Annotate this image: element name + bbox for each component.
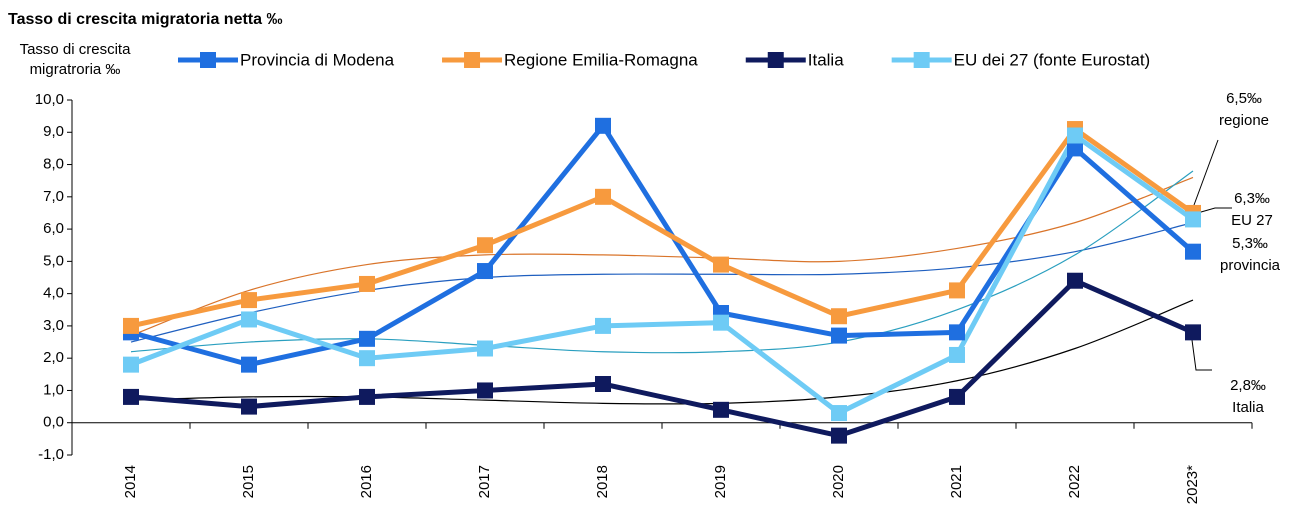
leader-line (1193, 139, 1219, 206)
y-tick-label: 5,0 (43, 252, 64, 269)
marker (123, 388, 139, 405)
marker (713, 314, 729, 331)
marker (595, 117, 611, 134)
legend-marker (464, 52, 481, 68)
legend-marker (913, 52, 930, 68)
marker (477, 382, 493, 399)
annotation: regione (1219, 112, 1269, 129)
x-tick-label: 2016 (358, 465, 375, 498)
legend-label: EU dei 27 (fonte Eurostat) (954, 50, 1151, 69)
y-axis-label: migratroria ‰ (30, 61, 121, 78)
leader-line (1191, 339, 1212, 371)
marker (949, 388, 965, 405)
trend-line (130, 299, 1194, 405)
y-tick-label: 4,0 (43, 285, 64, 302)
annotation: 6,3‰ (1234, 190, 1270, 207)
legend-label: Italia (808, 50, 844, 69)
marker (713, 256, 729, 273)
marker (831, 427, 847, 444)
marker (477, 237, 493, 254)
y-tick-label: 0,0 (43, 414, 64, 431)
x-tick-label: 2018 (594, 465, 611, 498)
marker (831, 405, 847, 422)
annotation: 2,8‰ (1230, 377, 1266, 394)
y-axis-label: Tasso di crescita (20, 41, 132, 58)
trend-line (130, 176, 1194, 337)
legend-marker (767, 52, 784, 68)
x-tick-label: 2021 (948, 465, 965, 498)
marker (1185, 324, 1201, 341)
x-tick-label: 2023* (1184, 465, 1201, 504)
series-line (130, 123, 1195, 368)
x-tick-label: 2020 (830, 465, 847, 498)
marker (1185, 211, 1201, 228)
series-line (130, 126, 1195, 329)
marker (477, 340, 493, 357)
x-tick-label: 2022 (1066, 465, 1083, 498)
marker (1067, 127, 1083, 144)
y-tick-label: -1,0 (38, 446, 64, 463)
trend-line (130, 222, 1194, 343)
marker (359, 275, 375, 292)
legend-label: Regione Emilia-Romagna (504, 50, 698, 69)
annotation: 6,5‰ (1226, 90, 1262, 107)
marker (713, 401, 729, 418)
marker (359, 350, 375, 367)
y-tick-label: 9,0 (43, 123, 64, 140)
marker (831, 327, 847, 344)
y-tick-label: 10,0 (35, 91, 64, 108)
marker (359, 330, 375, 347)
y-tick-label: 8,0 (43, 156, 64, 173)
chart-title: Tasso di crescita migratoria netta ‰ (8, 11, 282, 28)
marker (595, 317, 611, 334)
marker (123, 317, 139, 334)
x-tick-label: 2015 (240, 465, 257, 498)
series-line (130, 278, 1195, 439)
legend-label: Provincia di Modena (240, 50, 395, 69)
marker (359, 388, 375, 405)
y-tick-label: 3,0 (43, 317, 64, 334)
y-tick-label: 2,0 (43, 349, 64, 366)
annotation: Italia (1232, 399, 1264, 416)
annotation: provincia (1220, 257, 1281, 274)
marker (1185, 243, 1201, 260)
marker (241, 292, 257, 309)
y-tick-label: 1,0 (43, 381, 64, 398)
marker (123, 356, 139, 373)
annotation: 5,3‰ (1232, 235, 1268, 252)
marker (241, 398, 257, 415)
x-tick-label: 2017 (476, 465, 493, 498)
x-tick-label: 2014 (122, 465, 139, 498)
marker (595, 376, 611, 392)
marker (1067, 140, 1083, 157)
annotation: EU 27 (1231, 212, 1273, 229)
marker (949, 324, 965, 341)
marker (241, 356, 257, 373)
marker (831, 308, 847, 325)
marker (241, 311, 257, 328)
legend-marker (200, 52, 216, 68)
marker (477, 263, 493, 280)
x-tick-label: 2019 (712, 465, 729, 498)
series-line (130, 133, 1195, 416)
marker (949, 346, 965, 363)
y-tick-label: 7,0 (43, 188, 64, 205)
marker (1067, 272, 1083, 289)
marker (949, 282, 965, 299)
y-tick-label: 6,0 (43, 220, 64, 237)
marker (595, 188, 611, 205)
